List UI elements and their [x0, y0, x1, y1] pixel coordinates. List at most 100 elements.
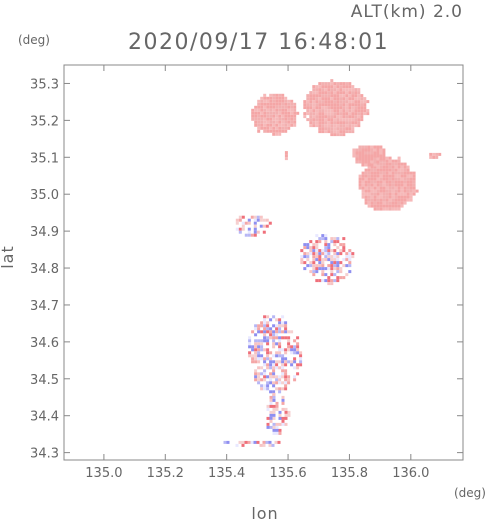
echo-region-mid-west-scatter: [235, 215, 272, 237]
echo-cell: [281, 120, 285, 124]
echo-cell: [256, 215, 260, 219]
echo-cell: [333, 82, 337, 86]
echo-cell: [299, 363, 303, 367]
echo-cell: [254, 111, 258, 115]
echo-cell: [364, 163, 368, 167]
echo-cell: [260, 384, 264, 388]
y-tick-label: 34.3: [30, 447, 59, 462]
echo-cell: [281, 336, 285, 340]
echo-cell: [278, 330, 282, 334]
echo-cell: [336, 106, 340, 110]
echo-cell: [342, 258, 346, 262]
echo-cell: [330, 88, 334, 92]
echo-cell: [361, 195, 365, 199]
echo-cell: [278, 410, 282, 414]
echo-cell: [357, 112, 361, 116]
echo-cell: [272, 372, 276, 376]
echo-cell: [281, 401, 285, 405]
echo-cell: [281, 114, 285, 118]
echo-cell: [397, 162, 401, 166]
echo-cell: [342, 237, 346, 241]
echo-cell: [266, 123, 270, 127]
echo-cell: [400, 162, 404, 166]
echo-cell: [284, 407, 288, 411]
echo-cell: [345, 115, 349, 119]
echo-cell: [260, 366, 264, 370]
echo-cell: [370, 195, 374, 199]
echo-cell: [269, 401, 273, 405]
echo-cell: [303, 246, 307, 250]
echo-cell: [303, 261, 307, 265]
echo-cell: [315, 112, 319, 116]
echo-cell: [312, 100, 316, 104]
echo-cell: [262, 443, 266, 447]
echo-cell: [284, 129, 288, 133]
echo-cell: [278, 387, 282, 391]
echo-cell: [336, 267, 340, 271]
echo-cell: [376, 174, 380, 178]
echo-cell: [269, 318, 273, 322]
echo-cell: [391, 168, 395, 172]
echo-cell: [339, 106, 343, 110]
echo-cell: [409, 177, 413, 181]
echo-cell: [309, 240, 313, 244]
echo-cell: [348, 91, 352, 95]
echo-cell: [287, 336, 291, 340]
echo-cell: [312, 115, 316, 119]
echo-cell: [342, 85, 346, 89]
echo-cell: [290, 330, 294, 334]
echo-cell: [247, 230, 251, 234]
echo-cell: [275, 123, 279, 127]
echo-cell: [272, 407, 276, 411]
echo-cell: [303, 243, 307, 247]
echo-cell: [278, 129, 282, 133]
echo-cell: [263, 120, 267, 124]
echo-cell: [250, 233, 254, 237]
echo-cell: [360, 106, 364, 110]
echo-cell: [394, 165, 398, 169]
echo-cell: [315, 109, 319, 113]
echo-cell: [388, 171, 392, 175]
echo-cell: [345, 106, 349, 110]
echo-cell: [260, 117, 264, 121]
echo-cell: [284, 381, 288, 385]
echo-cell: [373, 145, 377, 149]
echo-cell: [306, 97, 310, 101]
echo-cell: [281, 407, 285, 411]
echo-cell: [400, 165, 404, 169]
echo-cell: [278, 351, 282, 355]
echo-cell: [296, 111, 300, 115]
echo-cell: [238, 218, 242, 222]
echo-cell: [324, 249, 328, 253]
echo-cell: [287, 360, 291, 364]
echo-cell: [287, 381, 291, 385]
echo-cell: [339, 249, 343, 253]
y-tick-label: 35.2: [30, 114, 59, 129]
echo-cell: [290, 117, 294, 121]
echo-cell: [391, 189, 395, 193]
echo-cell: [309, 118, 313, 122]
echo-cell: [400, 180, 404, 184]
echo-cell: [388, 183, 392, 187]
echo-cell: [272, 342, 276, 346]
echo-cell: [345, 121, 349, 125]
echo-cell: [260, 114, 264, 118]
echo-cell: [318, 264, 322, 268]
echo-cell: [373, 160, 377, 164]
echo-cell: [360, 118, 364, 122]
echo-cell: [403, 168, 407, 172]
echo-cell: [327, 130, 331, 134]
echo-cell: [265, 224, 269, 228]
echo-cell: [318, 279, 322, 283]
echo-cell: [321, 249, 325, 253]
echo-cell: [266, 129, 270, 133]
echo-cell: [238, 440, 242, 444]
echo-cell: [361, 154, 365, 158]
x-unit-label: (deg): [454, 486, 486, 500]
echo-cell: [370, 157, 374, 161]
echo-cell: [406, 189, 410, 193]
echo-cell: [251, 345, 255, 349]
echo-cell: [358, 160, 362, 164]
echo-cell: [397, 204, 401, 208]
echo-cell: [309, 115, 313, 119]
